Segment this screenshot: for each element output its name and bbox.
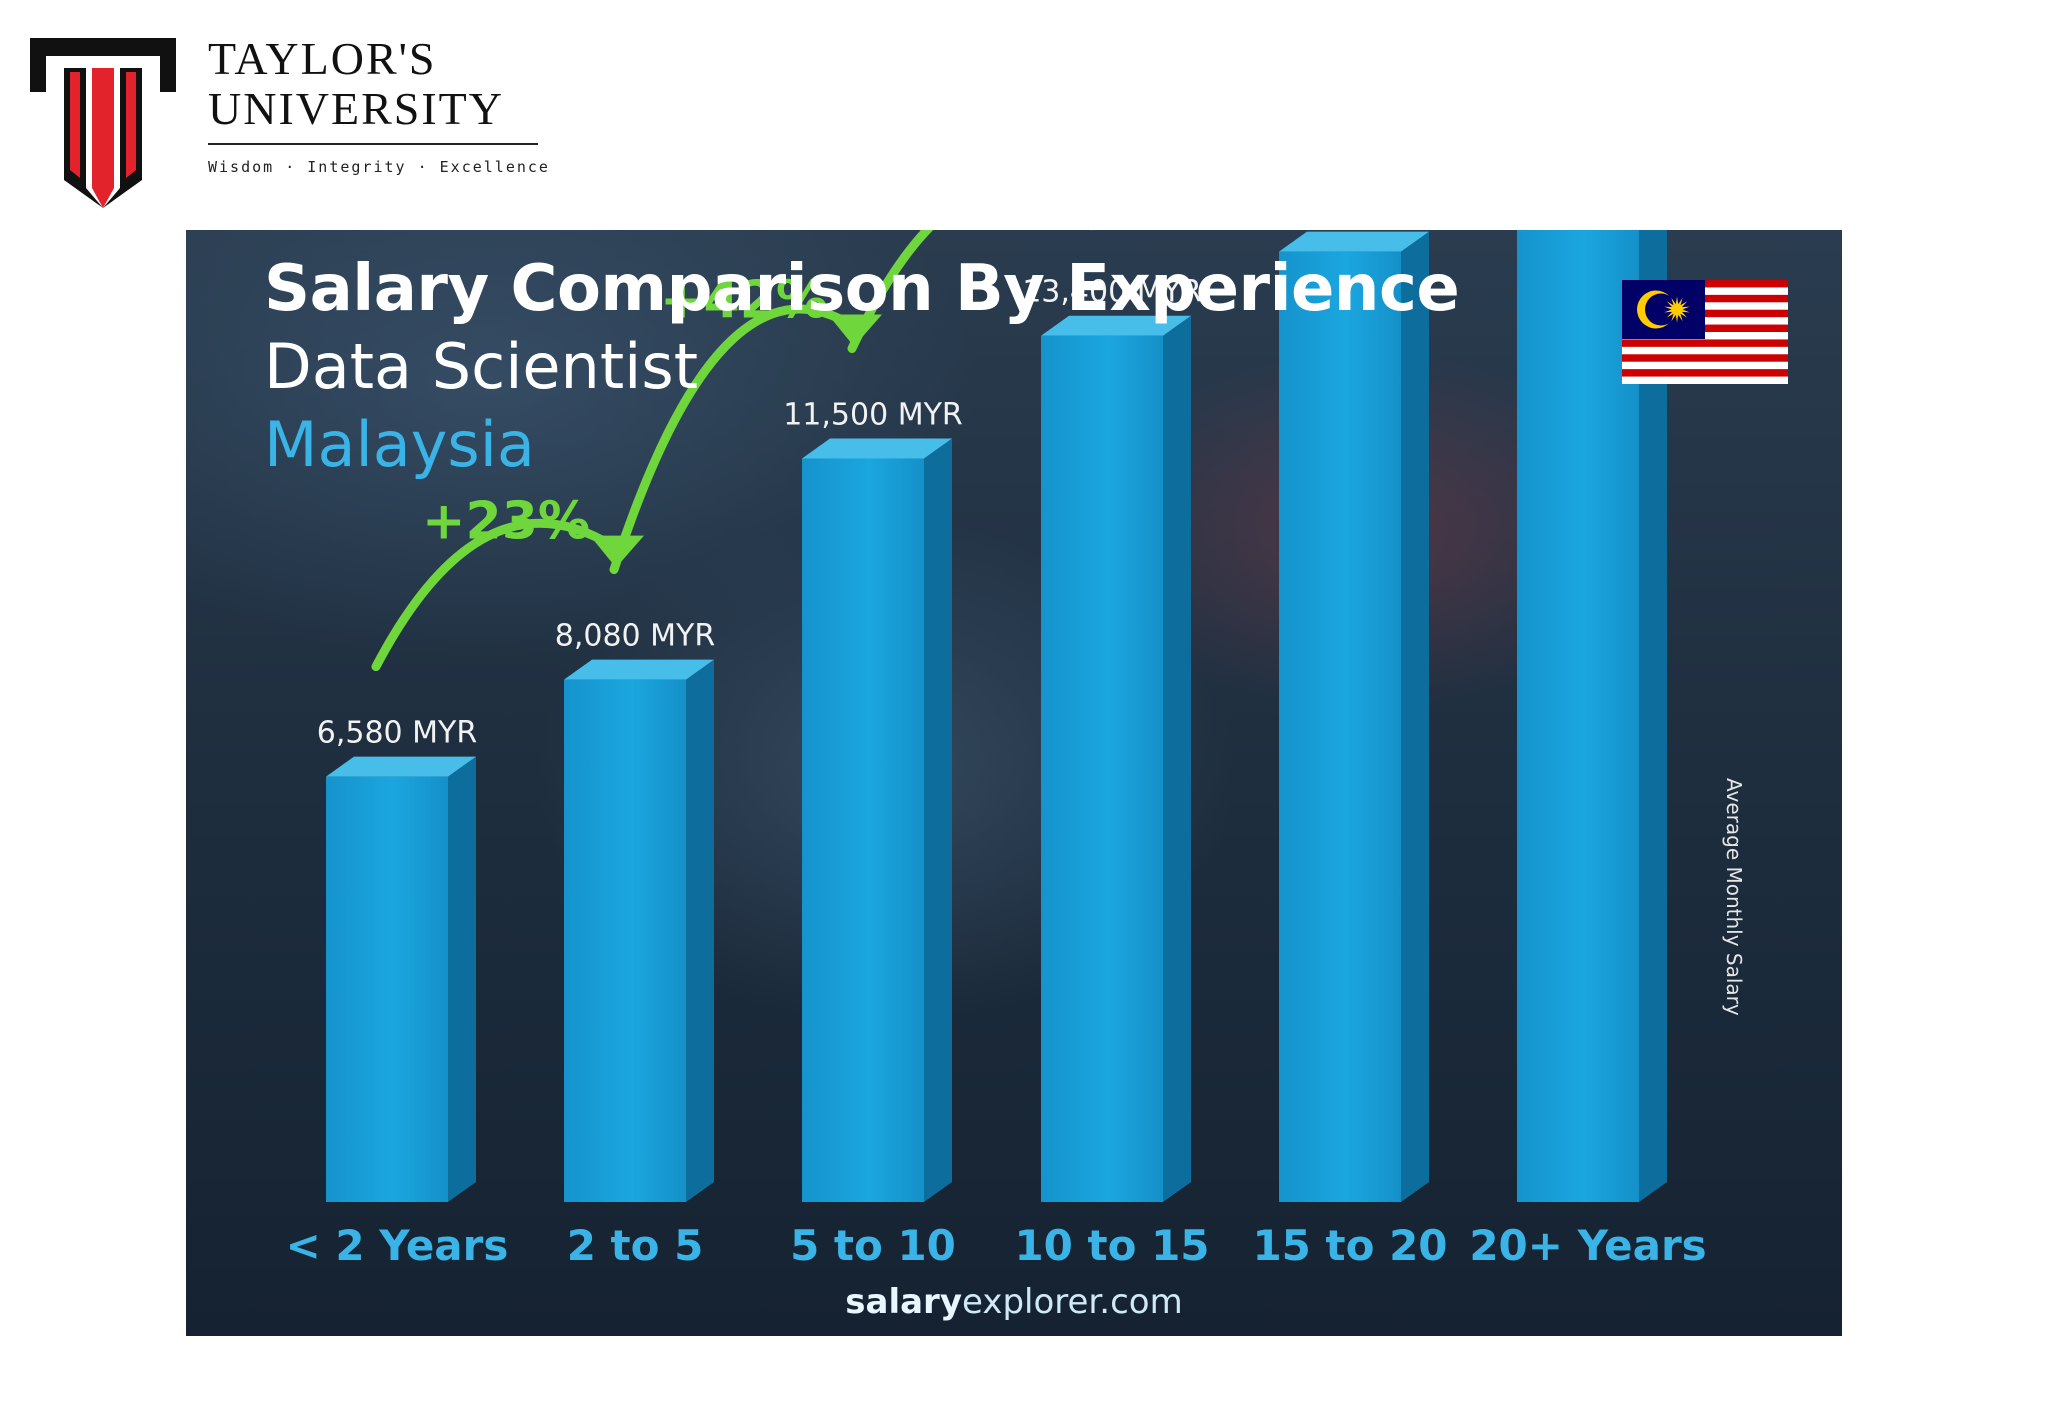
bar-side bbox=[924, 438, 952, 1202]
value-label: 11,500 MYR bbox=[783, 398, 963, 433]
increase-label: +42% bbox=[660, 271, 828, 331]
bar-side bbox=[686, 659, 714, 1202]
flag-stripe bbox=[1622, 361, 1788, 370]
source-credit: salaryexplorer.com bbox=[186, 1282, 1842, 1322]
bar-top bbox=[1279, 231, 1429, 252]
bar-side bbox=[1401, 231, 1429, 1202]
bar-front bbox=[326, 776, 448, 1202]
arrows-layer: +23%+42%+17%+10%+6% bbox=[371, 230, 1093, 672]
logo-name-line2: UNIVERSITY bbox=[208, 83, 504, 134]
value-label: 8,080 MYR bbox=[555, 619, 715, 654]
bar-side bbox=[448, 756, 476, 1202]
salary-bar-chart: +23%+42%+17%+10%+6% 6,580 MYR< 2 Years8,… bbox=[286, 230, 1707, 1270]
chart-panel: +23%+42%+17%+10%+6% 6,580 MYR< 2 Years8,… bbox=[186, 230, 1842, 1336]
category-label: 10 to 15 bbox=[1014, 1221, 1209, 1270]
flag-stripe bbox=[1622, 339, 1788, 348]
category-label: 5 to 10 bbox=[790, 1221, 956, 1270]
source-credit-bold: salary bbox=[845, 1282, 962, 1322]
bar-side bbox=[1639, 230, 1667, 1202]
flag-stripe bbox=[1622, 346, 1788, 355]
value-label: 13,400 MYR bbox=[1022, 275, 1202, 310]
arrow-curve bbox=[847, 230, 934, 354]
flag-stripe bbox=[1622, 354, 1788, 363]
bar-front bbox=[564, 679, 686, 1202]
bar-front bbox=[1041, 335, 1163, 1202]
bar-2 bbox=[564, 659, 714, 1202]
chart-subtitle: Data Scientist bbox=[264, 330, 698, 403]
flag-stripe bbox=[1622, 369, 1788, 377]
bar-top bbox=[326, 756, 476, 777]
arrow-curve bbox=[371, 518, 617, 672]
category-label: 15 to 20 bbox=[1252, 1221, 1447, 1270]
chart-title: Salary Comparison By Experience bbox=[264, 252, 1460, 326]
logo-divider bbox=[208, 143, 538, 145]
bar-front bbox=[1279, 251, 1401, 1202]
category-label: < 2 Years bbox=[286, 1221, 509, 1270]
logo-motto: Wisdom · Integrity · Excellence bbox=[208, 158, 550, 176]
source-credit-rest: explorer.com bbox=[962, 1282, 1183, 1322]
malaysia-flag-icon bbox=[1622, 280, 1788, 384]
bar-top bbox=[802, 438, 952, 459]
category-label: 20+ Years bbox=[1469, 1221, 1706, 1270]
bar-5 bbox=[1279, 231, 1429, 1202]
flag-stripe bbox=[1622, 376, 1788, 384]
bar-4 bbox=[1041, 315, 1191, 1202]
bar-1 bbox=[326, 756, 476, 1202]
bar-front bbox=[802, 458, 924, 1202]
increase-arrow-1: +23% bbox=[371, 492, 644, 672]
increase-label: +23% bbox=[422, 492, 590, 552]
increase-arrow-3: +17% bbox=[847, 230, 934, 354]
bar-top bbox=[564, 659, 714, 680]
bar-side bbox=[1163, 315, 1191, 1202]
bar-6 bbox=[1517, 230, 1667, 1203]
bar-top bbox=[1041, 315, 1191, 336]
bars-layer bbox=[326, 230, 1667, 1203]
y-axis-label: Average Monthly Salary bbox=[1722, 778, 1746, 1016]
taylors-logo-icon bbox=[30, 38, 176, 208]
arrow-curve bbox=[609, 304, 855, 575]
bar-3 bbox=[802, 438, 952, 1202]
labels-layer: 6,580 MYR < 2 Years 8,080 MYR 2 to 5 11,500 … bbox=[286, 275, 1707, 1270]
value-label: 6,580 MYR bbox=[317, 716, 477, 751]
bar-front bbox=[1517, 230, 1639, 1203]
chart-country: Malaysia bbox=[264, 408, 535, 481]
logo-name-line1: TAYLOR'S bbox=[208, 33, 437, 84]
category-label: 2 to 5 bbox=[567, 1221, 704, 1270]
increase-arrow-2: +42% bbox=[609, 271, 882, 575]
